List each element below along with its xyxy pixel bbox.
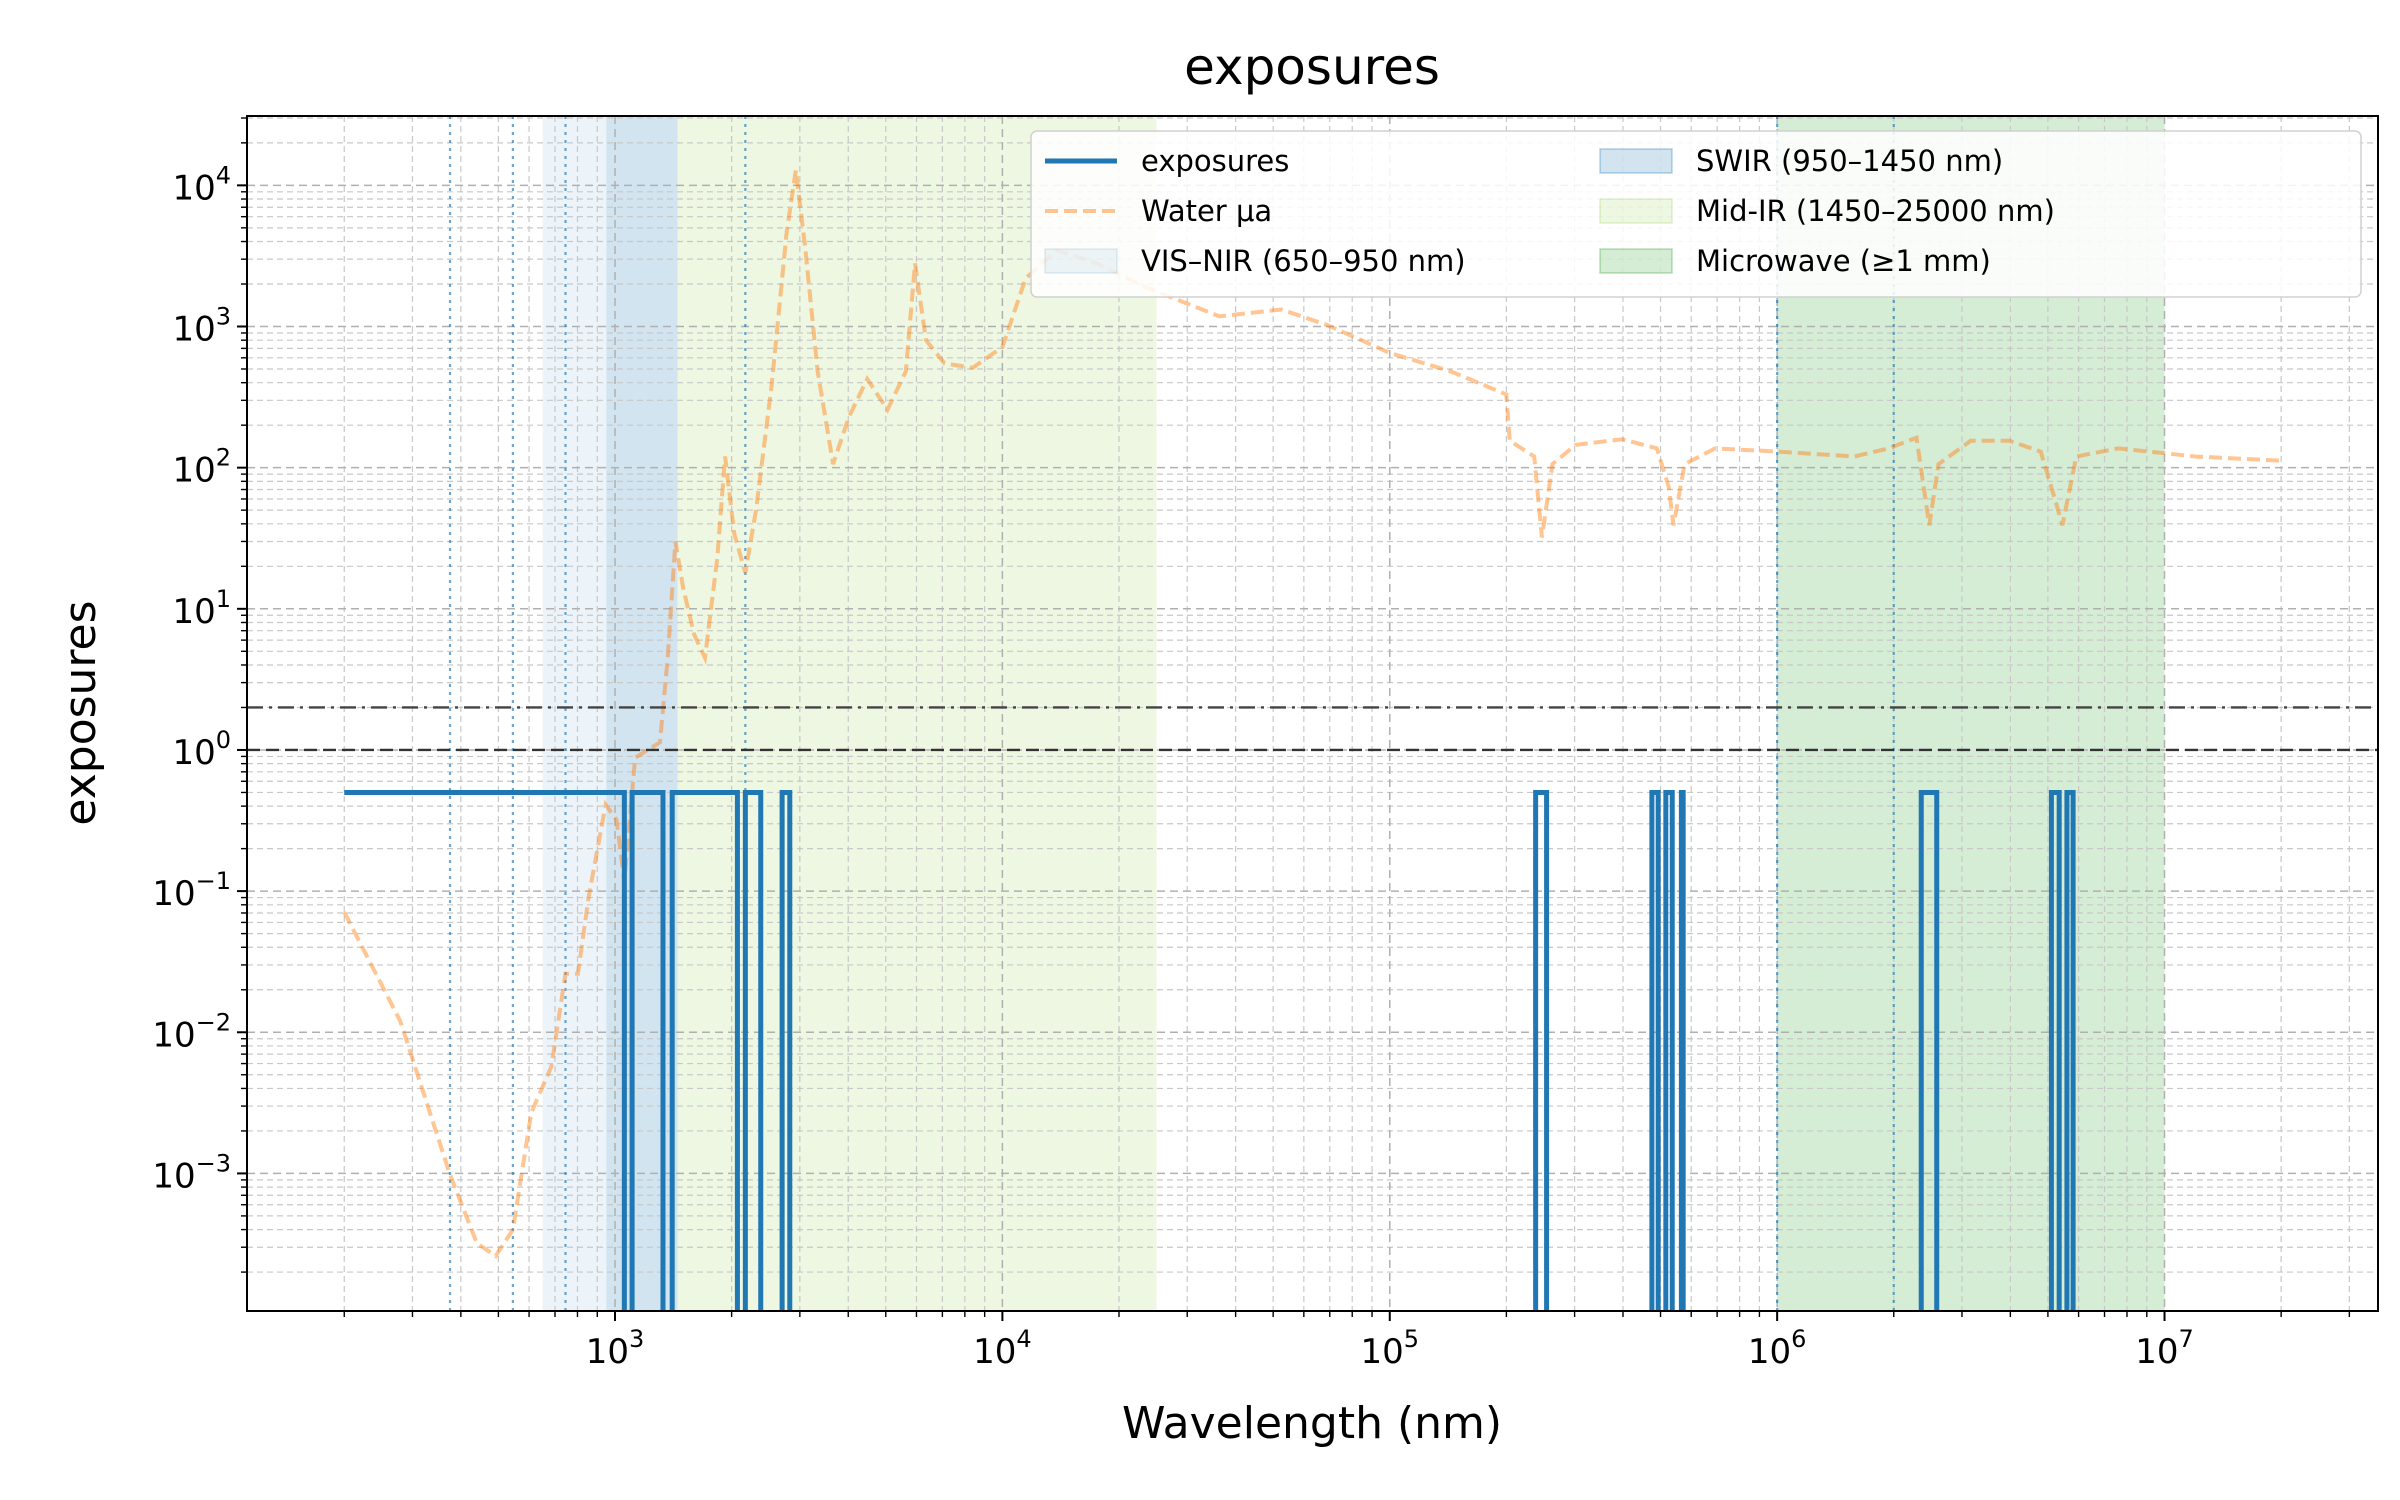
tick-exponent: −3 — [196, 1149, 231, 1177]
tick-base: 10 — [172, 168, 215, 208]
series-line — [344, 789, 2076, 1311]
tick-label: 107 — [2135, 1325, 2194, 1372]
tick-label: 104 — [172, 161, 231, 208]
tick-exponent: 6 — [1791, 1325, 1806, 1353]
tick-exponent: 7 — [2179, 1325, 2194, 1353]
tick-label: 103 — [586, 1325, 645, 1372]
tick-exponent: 0 — [216, 726, 231, 754]
tick-base: 10 — [152, 1015, 195, 1055]
legend-handle — [1599, 248, 1673, 274]
legend-label: exposures — [1141, 144, 1289, 178]
legend-label: Microwave (≥1 mm) — [1696, 244, 1991, 278]
series-line — [342, 169, 2282, 1259]
chart-title: exposures — [1184, 38, 1440, 96]
tick-base: 10 — [172, 733, 215, 773]
tick-label: 104 — [973, 1325, 1032, 1372]
tick-base: 10 — [152, 874, 195, 914]
tick-base: 10 — [172, 451, 215, 491]
legend-box — [1030, 130, 2362, 298]
legend: exposures Water μa VIS–NIR (650–950 nm) SWI… — [1030, 130, 2362, 298]
tick-exponent: −2 — [196, 1008, 231, 1036]
plot-area — [247, 116, 2378, 1311]
legend-handle — [1044, 248, 1118, 274]
tick-label: 100 — [172, 726, 231, 773]
legend-label: Mid-IR (1450–25000 nm) — [1696, 194, 2055, 228]
tick-label: 10−1 — [152, 867, 231, 914]
plot-frame — [246, 115, 2379, 1312]
legend-label: SWIR (950–1450 nm) — [1696, 144, 2003, 178]
tick-exponent: 1 — [216, 585, 231, 613]
legend-label: VIS–NIR (650–950 nm) — [1141, 244, 1466, 278]
span-band — [1777, 116, 2165, 1311]
tick-label: 103 — [172, 303, 231, 350]
tick-base: 10 — [152, 1156, 195, 1196]
tick-label: 102 — [172, 444, 231, 491]
tick-exponent: 2 — [216, 444, 231, 472]
tick-base: 10 — [172, 592, 215, 632]
tick-exponent: −1 — [196, 867, 231, 895]
tick-base: 10 — [1748, 1332, 1791, 1372]
tick-label: 101 — [172, 585, 231, 632]
tick-base: 10 — [2135, 1332, 2178, 1372]
tick-base: 10 — [586, 1332, 629, 1372]
tick-label: 105 — [1360, 1325, 1419, 1372]
tick-label: 106 — [1748, 1325, 1807, 1372]
legend-label: Water μa — [1141, 194, 1272, 228]
tick-label: 10−2 — [152, 1008, 231, 1055]
tick-exponent: 3 — [629, 1325, 644, 1353]
tick-base: 10 — [1360, 1332, 1403, 1372]
span-band — [606, 116, 678, 1311]
tick-exponent: 5 — [1404, 1325, 1419, 1353]
x-axis-label: Wavelength (nm) — [1122, 1398, 1502, 1449]
y-axis-label: exposures — [55, 600, 106, 825]
tick-label: 10−3 — [152, 1149, 231, 1196]
span-band — [542, 116, 607, 1311]
tick-base: 10 — [973, 1332, 1016, 1372]
tick-exponent: 4 — [1016, 1325, 1031, 1353]
tick-base: 10 — [172, 310, 215, 350]
legend-handle — [1599, 198, 1673, 224]
tick-exponent: 4 — [216, 161, 231, 189]
tick-exponent: 3 — [216, 303, 231, 331]
legend-handle — [1599, 148, 1673, 174]
